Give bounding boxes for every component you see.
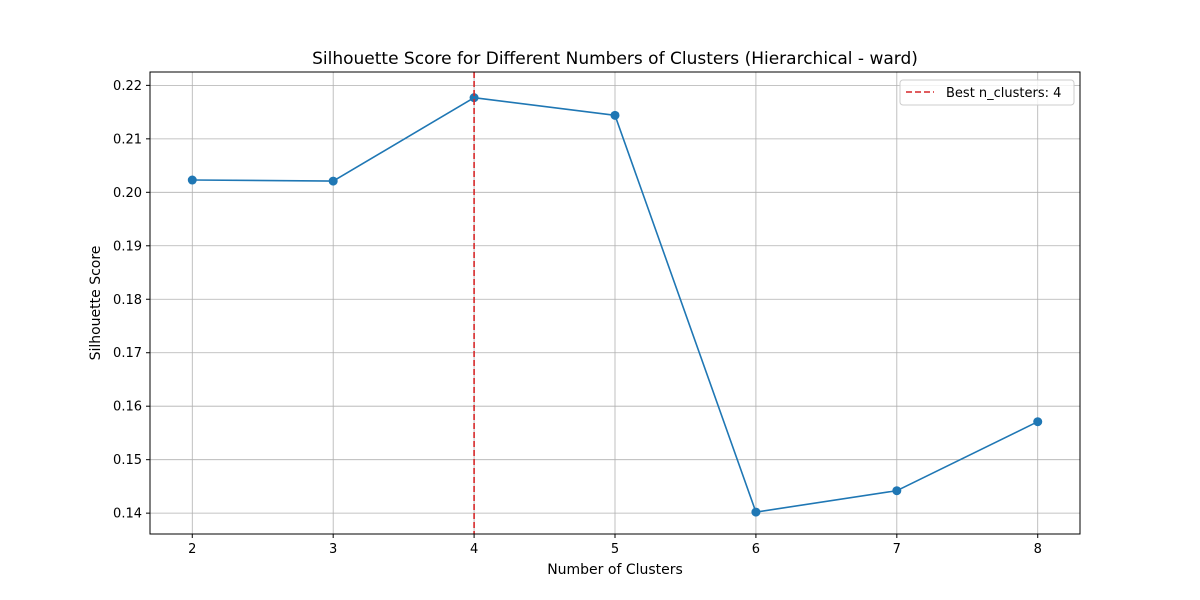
y-tick-label: 0.21: [113, 132, 142, 147]
chart-title: Silhouette Score for Different Numbers o…: [312, 49, 918, 69]
data-point: [187, 175, 197, 185]
legend-entry-best-n-clusters: Best n_clusters: 4: [946, 86, 1061, 101]
y-tick-label: 0.20: [113, 186, 142, 201]
x-tick-label: 4: [470, 542, 478, 557]
data-point: [469, 93, 479, 103]
plot-data: [187, 72, 1043, 534]
data-point: [892, 486, 902, 496]
x-tick-label: 5: [611, 542, 619, 557]
data-point: [751, 507, 761, 517]
y-tick-label: 0.22: [113, 79, 142, 94]
y-tick-label: 0.19: [113, 239, 142, 254]
data-point: [610, 110, 620, 120]
data-point: [328, 176, 338, 186]
x-tick-label: 3: [329, 542, 337, 557]
x-tick-label: 8: [1034, 542, 1042, 557]
y-tick-label: 0.18: [113, 293, 142, 308]
data-point: [1033, 417, 1043, 427]
x-axis-label: Number of Clusters: [547, 562, 683, 578]
y-tick-label: 0.17: [113, 346, 142, 361]
y-tick-label: 0.15: [113, 453, 142, 468]
legend-box: [899, 79, 1075, 106]
legend: Best n_clusters: 4: [899, 79, 1075, 106]
axis-ticks: 2 3 4 5 6 7 8 0.14 0.15 0.16 0.17 0.18 0.19 0.20 0.21 0…: [113, 79, 1042, 557]
x-tick-label: 6: [752, 542, 760, 557]
y-tick-label: 0.14: [113, 507, 142, 522]
x-tick-label: 2: [188, 542, 196, 557]
x-tick-label: 7: [893, 542, 901, 557]
y-axis-label: Silhouette Score: [88, 246, 104, 361]
y-tick-label: 0.16: [113, 400, 142, 415]
